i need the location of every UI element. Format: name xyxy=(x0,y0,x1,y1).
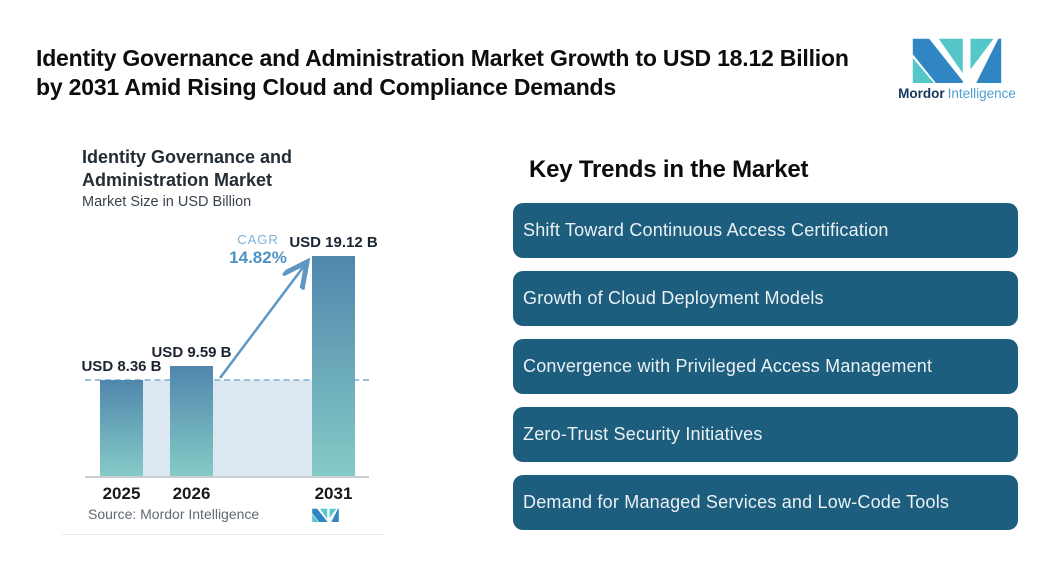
trend-banner-cloud-deployment: Growth of Cloud Deployment Models xyxy=(513,271,1018,326)
mordor-logo-icon xyxy=(912,38,1002,83)
page-title: Identity Governance and Administration M… xyxy=(36,45,849,101)
mordor-mini-logo-icon xyxy=(312,508,339,522)
cagr-value: 14.82% xyxy=(229,248,287,267)
x-axis-label-2026: 2026 xyxy=(172,484,211,503)
growth-arrow-icon xyxy=(219,256,369,379)
cagr-label: CAGR xyxy=(237,232,279,247)
trend-banner-continuous-access: Shift Toward Continuous Access Certifica… xyxy=(513,203,1018,258)
brand-logo: Mordor Intelligence xyxy=(895,33,1019,101)
bar-2025: USD 8.36 B 2025 xyxy=(81,358,161,503)
brand-name-bold: Mordor xyxy=(898,86,945,101)
dashed-baseline xyxy=(85,379,369,381)
market-size-chart-card: Identity Governance and Administration M… xyxy=(62,130,384,535)
cagr-annotation: CAGR 14.82% xyxy=(212,232,304,268)
trends-heading: Key Trends in the Market xyxy=(529,155,809,183)
trend-banner-managed-services: Demand for Managed Services and Low-Code… xyxy=(513,475,1018,530)
bar-value-label-2026: USD 9.59 B xyxy=(151,344,232,361)
x-axis-label-2031: 2031 xyxy=(314,484,353,503)
bar-fill-2031 xyxy=(312,256,355,476)
bar-fill-2026 xyxy=(170,366,213,476)
bar-2031: USD 19.12 B 2031 xyxy=(289,234,377,503)
chart-subtitle: Market Size in USD Billion xyxy=(82,194,252,210)
bar-2026: USD 9.59 B 2026 xyxy=(151,344,231,503)
brand-name: Mordor Intelligence xyxy=(895,86,1019,101)
x-axis-label-2025: 2025 xyxy=(102,484,141,503)
bar-fill-2025 xyxy=(100,380,143,476)
trend-banner-pam-convergence: Convergence with Privileged Access Manag… xyxy=(513,339,1018,394)
source-label: Source: Mordor Intelligence xyxy=(88,506,260,522)
bar-value-label-2025: USD 8.36 B xyxy=(81,358,162,375)
brand-name-light: Intelligence xyxy=(947,86,1016,101)
bar-chart-plot: USD 8.36 B 2025 USD 9.59 B 2026 USD 19.1… xyxy=(81,234,377,503)
trends-list: Shift Toward Continuous Access Certifica… xyxy=(513,203,1018,543)
trend-banner-zero-trust: Zero-Trust Security Initiatives xyxy=(513,407,1018,462)
bar-value-label-2031: USD 19.12 B xyxy=(289,234,378,251)
chart-title: Identity Governance and Administration M… xyxy=(82,147,293,190)
